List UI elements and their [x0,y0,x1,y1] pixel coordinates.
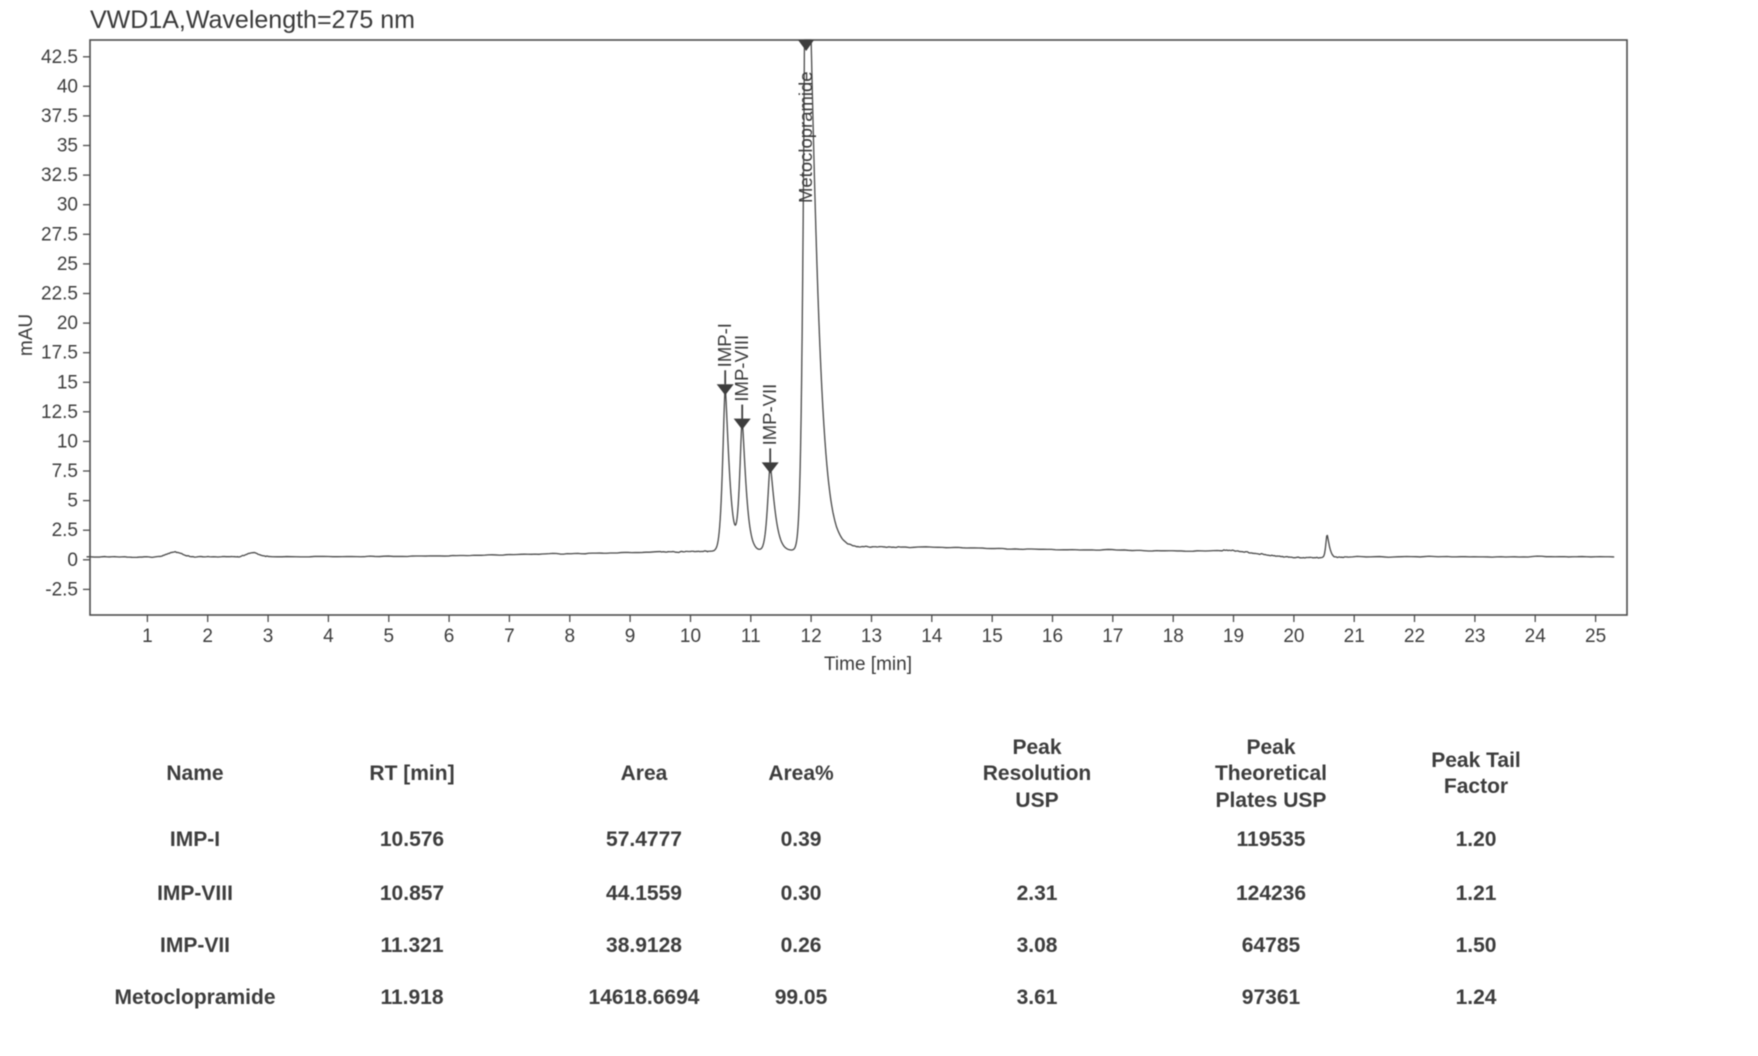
svg-text:0: 0 [67,550,78,571]
svg-text:37.5: 37.5 [41,106,78,127]
svg-text:35: 35 [57,136,78,157]
svg-text:25: 25 [57,254,78,275]
svg-text:1: 1 [142,626,153,647]
svg-text:3: 3 [263,626,274,647]
svg-text:9: 9 [625,626,636,647]
svg-text:23: 23 [1464,626,1485,647]
svg-text:8: 8 [565,626,576,647]
svg-text:7.5: 7.5 [52,461,78,482]
svg-text:5: 5 [384,626,395,647]
svg-text:12: 12 [801,626,822,647]
svg-text:17: 17 [1102,626,1123,647]
svg-text:IMP-VIII: IMP-VIII [731,335,752,402]
svg-text:32.5: 32.5 [41,165,78,186]
svg-text:12.5: 12.5 [41,402,78,423]
svg-text:14: 14 [921,626,943,647]
svg-text:15: 15 [982,626,1003,647]
svg-text:15: 15 [57,372,78,393]
svg-text:10: 10 [57,431,78,452]
svg-text:16: 16 [1042,626,1063,647]
svg-text:30: 30 [57,195,78,216]
svg-text:21: 21 [1344,626,1365,647]
svg-text:27.5: 27.5 [41,224,78,245]
svg-text:IMP-VII: IMP-VII [759,384,780,446]
svg-text:-2.5: -2.5 [45,579,78,600]
svg-text:25: 25 [1585,626,1606,647]
svg-text:40: 40 [57,76,78,97]
svg-text:7: 7 [504,626,515,647]
svg-text:mAU: mAU [16,314,37,356]
svg-text:19: 19 [1223,626,1244,647]
svg-text:24: 24 [1525,626,1547,647]
svg-text:20: 20 [1283,626,1304,647]
svg-text:11: 11 [741,626,761,647]
svg-text:22.5: 22.5 [41,284,78,305]
svg-text:17.5: 17.5 [41,343,78,364]
svg-text:4: 4 [323,626,334,647]
svg-text:2: 2 [202,626,213,647]
svg-text:42.5: 42.5 [41,47,78,68]
svg-text:Time [min]: Time [min] [824,654,912,675]
svg-text:2.5: 2.5 [52,520,78,541]
svg-text:5: 5 [67,491,78,512]
svg-text:Metoclopramide: Metoclopramide [795,71,816,203]
svg-text:18: 18 [1163,626,1184,647]
svg-text:13: 13 [861,626,882,647]
svg-text:10: 10 [680,626,701,647]
svg-text:20: 20 [57,313,78,334]
svg-text:22: 22 [1404,626,1425,647]
svg-text:6: 6 [444,626,455,647]
